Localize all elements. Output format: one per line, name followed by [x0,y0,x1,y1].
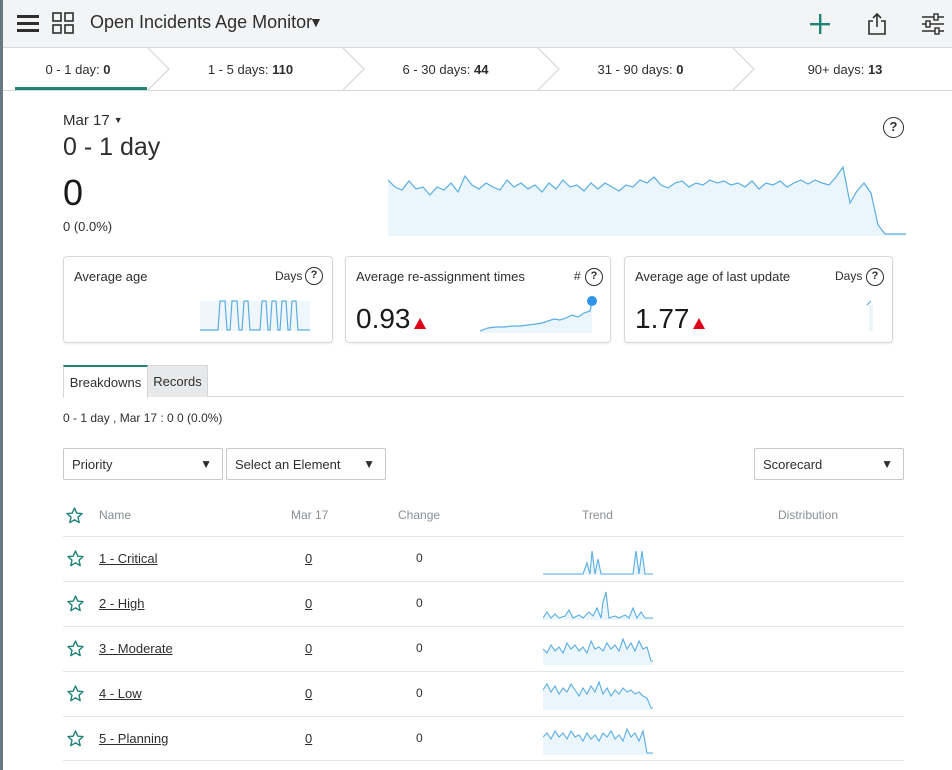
star-icon[interactable] [67,730,84,747]
row-change: 0 [416,596,423,610]
step-separator [537,48,560,90]
view-select[interactable]: Scorecard ▼ [754,448,904,480]
row-name-link[interactable]: 2 - High [99,596,145,611]
window-left-edge [0,0,3,770]
share-icon[interactable] [867,12,887,36]
caret-down-icon[interactable]: ▼ [309,14,323,30]
card-title: Average age of last update [635,269,791,284]
row-value-link[interactable]: 0 [305,686,313,701]
filter-sliders-icon[interactable] [921,13,945,35]
dropdown-arrow-icon: ▼ [200,457,212,471]
row-change: 0 [416,731,423,745]
card-sparkline [480,296,597,333]
row-value-link[interactable]: 0 [305,641,313,656]
table-row: 5 - Planning 0 0 [63,716,904,761]
table-row: 4 - Low 0 0 [63,671,904,716]
column-header-distribution: Distribution [778,508,839,522]
step-1-5-days[interactable]: 1 - 5 days: 110 [207,61,294,77]
bucket-score: 0 [63,172,84,213]
table-row: 3 - Moderate 0 0 [63,626,904,671]
card-unit: # [574,269,581,283]
row-trend-sparkline [543,727,653,755]
row-trend-sparkline [543,550,653,575]
bucket-change: 0 (0.0%) [63,219,113,234]
step-31-90-days[interactable]: 31 - 90 days: 0 [597,61,684,77]
breakdown-tabs: Breakdowns Records [63,365,904,398]
row-value-link[interactable]: 0 [305,551,313,566]
main-trend-sparkline [388,165,906,236]
breakdown-select[interactable]: Priority ▼ [63,448,223,480]
card-title: Average re-assignment times [356,269,525,284]
step-0-1-day[interactable]: 0 - 1 day: 0 [45,61,111,77]
card-unit: Days [275,269,303,283]
column-header-trend: Trend [582,508,613,522]
row-name-link[interactable]: 3 - Moderate [99,641,173,656]
step-separator [342,48,365,90]
table-row: 2 - High 0 0 [63,581,904,626]
star-icon[interactable] [67,640,84,657]
card-average-age-last-update[interactable]: Average age of last update Days ? 1.77 [624,256,893,343]
card-average-reassignment[interactable]: Average re-assignment times # ? 0.93 [345,256,611,343]
help-icon[interactable]: ? [883,117,904,138]
current-point-dot [587,296,597,306]
column-header-date[interactable]: Mar 17 [291,508,329,522]
step-separator [147,48,170,90]
caret-down-icon: ▼ [113,115,123,125]
row-trend-sparkline [543,591,653,620]
row-name-link[interactable]: 1 - Critical [99,551,158,566]
row-change: 0 [416,641,423,655]
star-icon[interactable] [66,507,83,524]
dropdown-arrow-icon: ▼ [881,457,893,471]
row-name-link[interactable]: 4 - Low [99,686,142,701]
hamburger-menu-icon[interactable] [17,14,39,32]
dropdown-arrow-icon: ▼ [363,457,375,471]
help-icon[interactable]: ? [305,267,323,285]
dashboard-title[interactable]: Open Incidents Age Monitor [90,12,313,32]
row-change: 0 [416,686,423,700]
table-row: 1 - Critical 0 0 [63,536,904,581]
step-90-plus-days[interactable]: 90+ days: 13 [807,61,883,77]
star-icon[interactable] [67,595,84,612]
row-trend-sparkline [543,637,653,665]
dashboard-grid-icon[interactable] [52,12,74,34]
card-unit: Days [835,269,863,283]
tab-breakdowns[interactable]: Breakdowns [63,365,148,398]
row-trend-sparkline [543,680,653,710]
active-step-indicator [15,87,147,90]
bucket-title: 0 - 1 day [63,133,161,161]
element-select[interactable]: Select an Element ▼ [226,448,386,480]
age-bucket-steps: 0 - 1 day: 0 1 - 5 days: 110 6 - 30 days… [3,48,952,91]
column-header-name[interactable]: Name [99,508,132,522]
help-icon[interactable]: ? [585,268,603,286]
tab-records[interactable]: Records [148,365,208,397]
column-header-change[interactable]: Change [398,508,441,522]
row-change: 0 [416,551,423,565]
trend-up-icon [693,318,705,329]
card-average-age[interactable]: Average age Days ? [63,256,333,343]
row-value-link[interactable]: 0 [305,731,313,746]
star-icon[interactable] [67,550,84,567]
star-icon[interactable] [67,685,84,702]
row-value-link[interactable]: 0 [305,596,313,611]
card-value: 0.93 [356,303,411,334]
help-icon[interactable]: ? [866,268,884,286]
top-bar: Open Incidents Age Monitor ▼ [3,0,952,48]
card-sparkline [866,300,873,331]
row-name-link[interactable]: 5 - Planning [99,731,169,746]
plus-icon[interactable] [809,13,831,35]
step-6-30-days[interactable]: 6 - 30 days: 44 [402,61,489,77]
card-title: Average age [74,269,148,284]
breakdown-summary: 0 - 1 day , Mar 17 : 0 0 (0.0%) [63,411,223,425]
step-separator [732,48,755,90]
card-value: 1.77 [635,303,690,334]
card-sparkline [200,300,310,331]
trend-up-icon [414,318,426,329]
date-selector[interactable]: Mar 17 ▼ [63,112,123,129]
